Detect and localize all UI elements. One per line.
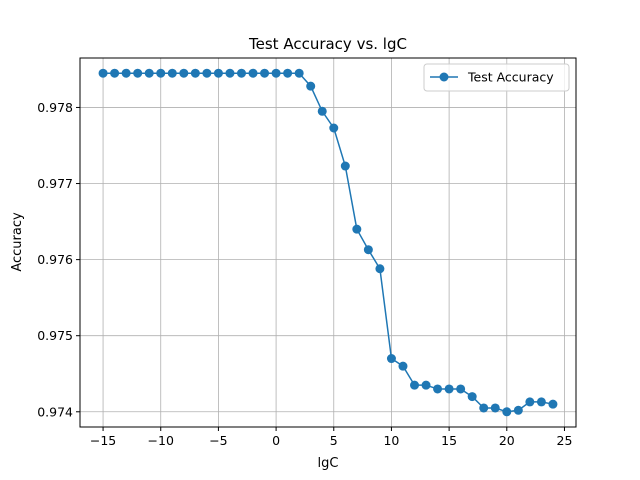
data-point [467,392,477,402]
x-tick-label: −15 [90,433,116,448]
data-point [248,68,258,78]
data-point [386,354,396,364]
series-layer [98,68,558,417]
y-tick-label: 0.976 [37,252,73,267]
data-point [121,68,131,78]
data-point [167,68,177,78]
x-tick-label: 10 [383,433,399,448]
axes-frame [79,57,577,428]
data-point [340,161,350,171]
legend-label: Test Accuracy [467,70,554,85]
data-point [271,68,281,78]
y-axis-title: Accuracy [10,212,25,272]
data-point [525,397,535,407]
data-point [236,68,246,78]
data-point [375,264,385,274]
data-point [490,403,500,413]
legend: Test Accuracy [423,63,570,92]
data-point [179,68,189,78]
data-point [133,68,143,78]
chart-title: Test Accuracy vs. lgC [248,35,407,53]
data-point [156,68,166,78]
data-point [294,68,304,78]
data-point [98,68,108,78]
x-axis-ticks: −15 −10 −5 0 5 10 15 20 25 [90,427,573,448]
data-point [260,68,270,78]
data-point [144,68,154,78]
x-tick-label: 15 [441,433,457,448]
x-tick-label: 25 [557,433,573,448]
data-point [421,380,431,390]
y-tick-label: 0.977 [37,176,73,191]
data-point [456,384,466,394]
y-tick-label: 0.975 [37,328,73,343]
data-point [502,407,512,417]
x-tick-label: 20 [499,433,515,448]
data-point [190,68,200,78]
y-axis-ticks: 0.974 0.975 0.976 0.977 0.978 [37,100,80,419]
legend-marker-swatch [439,72,449,82]
data-point [225,68,235,78]
data-point [444,384,454,394]
data-point [410,380,420,390]
x-tick-label: −10 [148,433,174,448]
x-tick-label: 5 [330,433,338,448]
data-point [479,403,489,413]
legend-box [423,63,570,92]
data-point [213,68,223,78]
data-point [110,68,120,78]
data-point [548,399,558,409]
y-tick-label: 0.974 [37,404,73,419]
y-tick-label: 0.978 [37,100,73,115]
data-point [363,245,373,255]
data-point [317,106,327,116]
plot-area-background [80,58,576,427]
data-point [352,224,362,234]
data-point [306,81,316,91]
data-point [202,68,212,78]
data-point [283,68,293,78]
series-line [103,72,554,413]
data-point [513,405,523,415]
data-point [329,123,339,133]
data-point [433,384,443,394]
x-tick-label: 0 [272,433,280,448]
data-point [536,397,546,407]
data-point [398,361,408,371]
x-tick-label: −5 [209,433,227,448]
x-axis-title: lgC [318,456,339,471]
